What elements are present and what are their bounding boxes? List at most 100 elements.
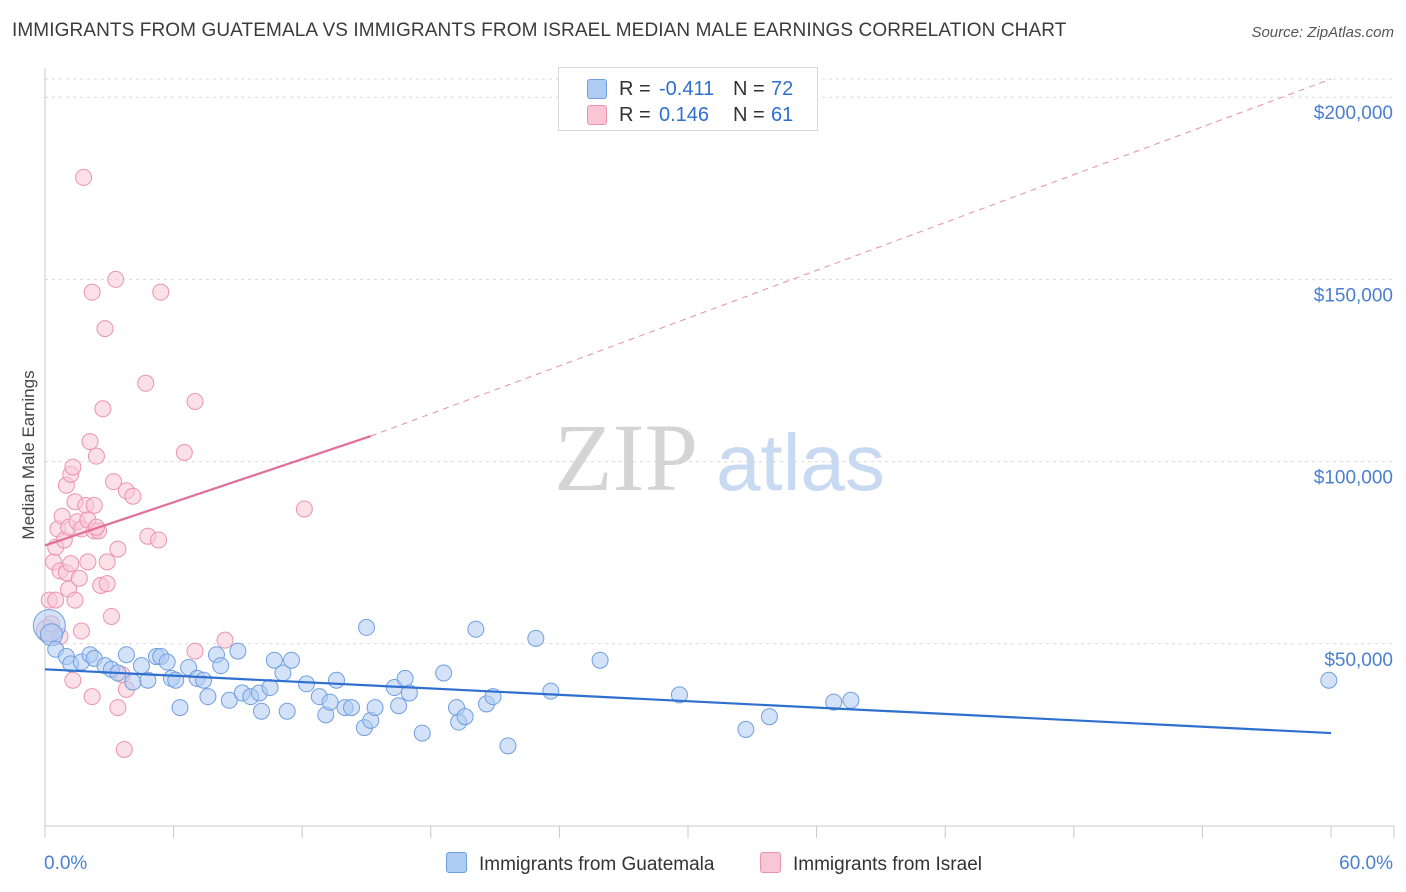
trend-line-israel-extension — [370, 78, 1332, 437]
point-guatemala — [527, 629, 545, 647]
point-israel — [98, 575, 116, 593]
point-guatemala — [252, 702, 270, 720]
point-guatemala — [825, 693, 843, 711]
point-guatemala — [195, 671, 213, 689]
point-israel — [64, 671, 82, 689]
point-israel — [102, 607, 120, 625]
point-israel — [115, 740, 133, 758]
point-israel — [64, 458, 82, 476]
legend-r-label: R = — [619, 78, 651, 100]
point-guatemala — [327, 671, 345, 689]
y-tick-label: $150,000 — [1314, 285, 1393, 306]
bottom-legend-label-guatemala: Immigrants from Guatemala — [479, 854, 715, 875]
point-guatemala — [400, 684, 418, 702]
watermark-zip: ZIP — [554, 404, 698, 511]
point-israel — [186, 392, 204, 410]
point-israel — [216, 631, 234, 649]
point-israel — [47, 591, 65, 609]
series-guatemala — [32, 609, 1338, 755]
bottom-legend-swatch-guatemala — [446, 852, 467, 873]
point-guatemala — [435, 664, 453, 682]
bottom-legend-israel[interactable]: Immigrants from Israel — [760, 852, 982, 876]
point-guatemala — [390, 697, 408, 715]
watermark-atlas: atlas — [716, 418, 885, 507]
point-guatemala — [199, 688, 217, 706]
point-israel — [81, 433, 99, 451]
point-guatemala — [212, 657, 230, 675]
point-guatemala — [117, 646, 135, 664]
source-label: Source: ZipAtlas.com — [1251, 24, 1394, 41]
point-israel — [87, 447, 105, 465]
tick-labels: $50,000 $100,000 $150,000 $200,000 0.0% 60.0% — [44, 103, 1393, 874]
point-guatemala — [499, 737, 517, 755]
axes — [44, 68, 1395, 838]
point-israel — [72, 622, 90, 640]
legend-n-label: N = — [733, 78, 765, 100]
point-guatemala — [261, 679, 279, 697]
point-israel — [70, 569, 88, 587]
legend-swatch-israel — [587, 105, 607, 125]
bottom-legend-guatemala[interactable]: Immigrants from Guatemala — [446, 852, 714, 876]
y-axis-label: Median Male Earnings — [19, 370, 38, 539]
point-israel — [98, 553, 116, 571]
point-guatemala — [278, 702, 296, 720]
trend-line-israel — [44, 435, 372, 547]
point-guatemala — [171, 699, 189, 717]
trend-lines — [44, 78, 1332, 735]
stats-legend: R = -0.411 N = 72 R = 0.146 N = 61 — [558, 67, 818, 131]
point-israel — [83, 283, 101, 301]
point-guatemala — [139, 671, 157, 689]
point-israel — [105, 473, 123, 491]
point-israel — [186, 642, 204, 660]
legend-r-value: -0.411 — [659, 78, 715, 100]
point-guatemala — [467, 620, 485, 638]
point-guatemala — [1320, 671, 1338, 689]
point-guatemala — [158, 653, 176, 671]
point-guatemala — [396, 669, 414, 687]
x-tick-label-max: 60.0% — [1339, 853, 1393, 874]
point-guatemala — [265, 651, 283, 669]
legend-r-value: 0.146 — [659, 104, 710, 126]
point-israel — [94, 400, 112, 418]
point-guatemala — [737, 720, 755, 738]
point-israel — [295, 500, 313, 518]
bottom-legend-label-israel: Immigrants from Israel — [793, 854, 982, 875]
point-guatemala — [413, 724, 431, 742]
point-israel — [75, 168, 93, 186]
point-guatemala — [297, 675, 315, 693]
point-guatemala — [591, 651, 609, 669]
point-israel — [107, 270, 125, 288]
point-guatemala — [670, 686, 688, 704]
legend-n-value: 72 — [771, 78, 794, 100]
grid-lines — [45, 78, 1394, 645]
point-israel — [137, 374, 155, 392]
point-israel — [124, 487, 142, 505]
point-guatemala — [456, 708, 474, 726]
point-guatemala — [366, 699, 384, 717]
point-israel — [109, 699, 127, 717]
chart-title: IMMIGRANTS FROM GUATEMALA VS IMMIGRANTS … — [12, 20, 1067, 41]
legend-swatch-guatemala — [587, 79, 607, 99]
point-guatemala — [220, 691, 238, 709]
point-guatemala — [132, 657, 150, 675]
point-israel — [152, 283, 170, 301]
point-israel — [83, 688, 101, 706]
point-israel — [109, 540, 127, 558]
point-guatemala — [229, 642, 247, 660]
point-israel — [175, 444, 193, 461]
trend-line-guatemala — [44, 668, 1332, 735]
legend-r-label: R = — [619, 104, 651, 126]
point-israel — [96, 320, 114, 338]
y-tick-label: $200,000 — [1314, 103, 1393, 124]
point-israel — [66, 591, 84, 609]
legend-n-label: N = — [733, 104, 765, 126]
point-guatemala — [542, 682, 560, 700]
watermark: ZIP atlas — [554, 404, 885, 511]
x-tick-label-min: 0.0% — [44, 853, 87, 874]
bottom-legend-swatch-israel — [760, 852, 781, 873]
legend-n-value: 61 — [771, 104, 794, 126]
point-israel — [79, 553, 97, 571]
point-guatemala — [321, 693, 339, 711]
point-guatemala — [358, 618, 375, 636]
